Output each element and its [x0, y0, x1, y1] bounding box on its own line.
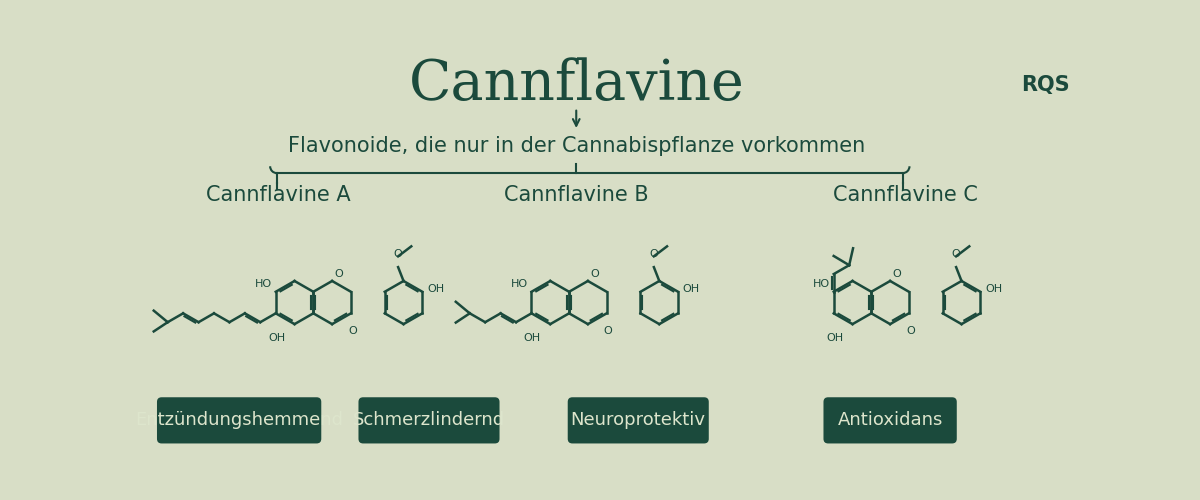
Text: Neuroprotektiv: Neuroprotektiv	[571, 412, 706, 430]
FancyBboxPatch shape	[568, 398, 709, 444]
Text: HO: HO	[254, 278, 272, 288]
Text: Cannflavine C: Cannflavine C	[833, 184, 978, 205]
Text: OH: OH	[985, 284, 1002, 294]
Text: O: O	[590, 268, 599, 278]
Text: RQS: RQS	[1021, 74, 1069, 94]
Text: OH: OH	[524, 334, 541, 344]
Text: O: O	[952, 250, 960, 260]
Text: Cannflavine B: Cannflavine B	[504, 184, 648, 205]
Text: Entzündungshemmend: Entzündungshemmend	[136, 412, 343, 430]
Text: Cannflavine: Cannflavine	[408, 58, 744, 112]
Text: Flavonoide, die nur in der Cannabispflanze vorkommen: Flavonoide, die nur in der Cannabispflan…	[288, 136, 865, 156]
Text: OH: OH	[826, 334, 844, 344]
Text: Cannflavine A: Cannflavine A	[205, 184, 350, 205]
Text: Schmerzlindernd: Schmerzlindernd	[353, 412, 505, 430]
Text: Antioxidans: Antioxidans	[838, 412, 943, 430]
Text: O: O	[348, 326, 356, 336]
Text: O: O	[906, 326, 914, 336]
FancyBboxPatch shape	[157, 398, 322, 444]
Text: HO: HO	[812, 278, 830, 288]
Text: O: O	[649, 250, 659, 260]
Text: O: O	[394, 250, 402, 260]
FancyBboxPatch shape	[823, 398, 956, 444]
Text: OH: OH	[268, 334, 286, 344]
Text: HO: HO	[510, 278, 528, 288]
Text: OH: OH	[683, 284, 700, 294]
Text: OH: OH	[427, 284, 444, 294]
Text: O: O	[335, 268, 343, 278]
FancyBboxPatch shape	[359, 398, 499, 444]
Text: O: O	[604, 326, 612, 336]
Text: O: O	[893, 268, 901, 278]
